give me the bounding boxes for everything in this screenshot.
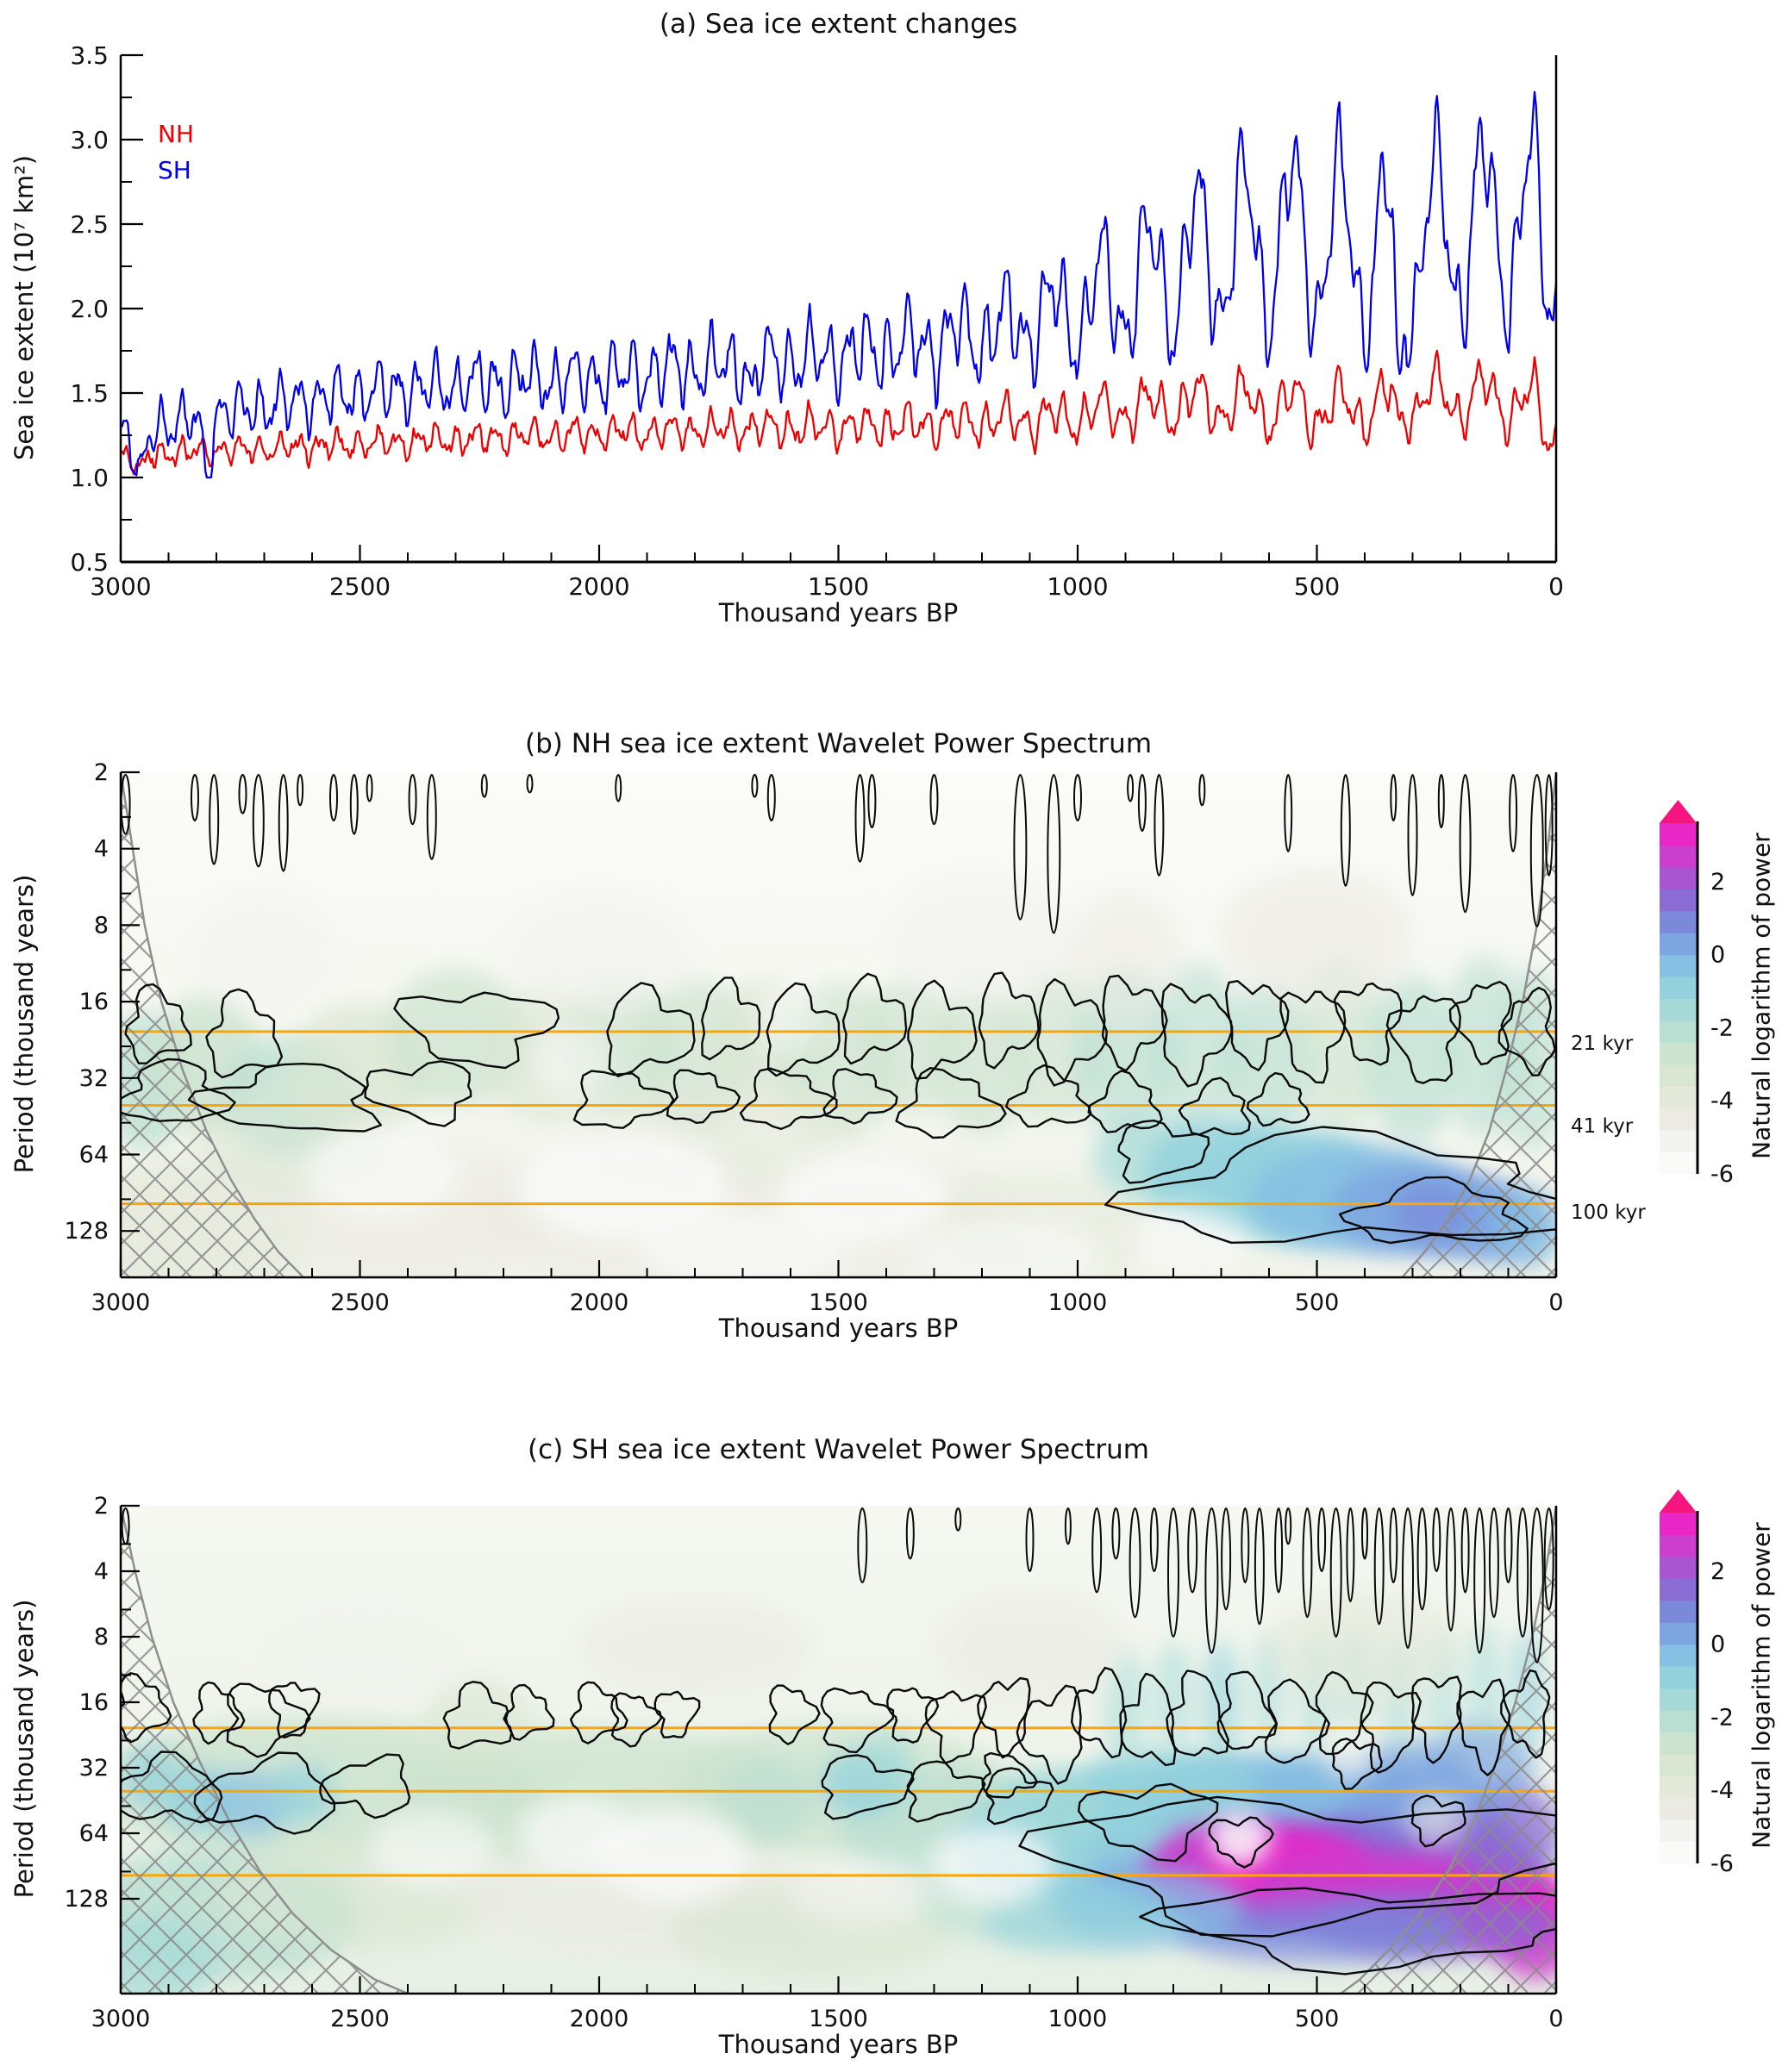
svg-text:2.5: 2.5	[70, 210, 109, 239]
svg-text:2: 2	[1710, 1558, 1725, 1585]
panel-b-ylabel: Period (thousand years)	[9, 874, 39, 1174]
svg-text:1000: 1000	[1048, 2006, 1108, 2032]
svg-text:32: 32	[79, 1065, 109, 1092]
svg-text:0.5: 0.5	[70, 548, 109, 577]
panel-a-ylabel: Sea ice extent (10⁷ km²)	[9, 154, 39, 461]
svg-text:128: 128	[64, 1886, 109, 1913]
panel-b-xlabel: Thousand years BP	[718, 1314, 959, 1343]
svg-text:64: 64	[79, 1820, 109, 1847]
svg-text:2000: 2000	[568, 572, 629, 601]
svg-text:2500: 2500	[330, 1289, 390, 1316]
svg-text:500: 500	[1294, 572, 1340, 601]
svg-text:1500: 1500	[809, 2006, 868, 2032]
svg-text:16: 16	[79, 989, 109, 1015]
svg-text:1000: 1000	[1048, 1289, 1108, 1316]
svg-text:2500: 2500	[330, 2006, 390, 2032]
svg-text:16: 16	[79, 1689, 109, 1716]
ref-label-100kyr: 100 kyr	[1571, 1201, 1646, 1224]
panel-a-title: (a) Sea ice extent changes	[659, 9, 1018, 40]
svg-text:64: 64	[79, 1142, 109, 1169]
panel-c-ylabel: Period (thousand years)	[9, 1599, 39, 1899]
svg-text:2: 2	[1710, 869, 1725, 896]
panel-c-xlabel: Thousand years BP	[718, 2030, 959, 2059]
svg-text:0: 0	[1548, 1289, 1563, 1316]
svg-text:8: 8	[94, 1624, 109, 1651]
svg-text:2000: 2000	[570, 2006, 629, 2032]
svg-text:-2: -2	[1710, 1704, 1734, 1731]
svg-text:0: 0	[1548, 572, 1564, 601]
colorbar-c-label: Natural logarithm of power	[1747, 1522, 1776, 1849]
svg-text:-6: -6	[1710, 1850, 1734, 1877]
svg-text:3.0: 3.0	[70, 126, 109, 154]
svg-text:3000: 3000	[90, 572, 151, 601]
svg-text:2: 2	[94, 759, 109, 786]
ref-label-41kyr: 41 kyr	[1571, 1115, 1634, 1138]
svg-text:4: 4	[94, 1558, 109, 1585]
svg-text:-4: -4	[1710, 1088, 1734, 1114]
svg-text:1500: 1500	[808, 572, 869, 601]
svg-text:0: 0	[1710, 942, 1725, 969]
panel-a-xlabel: Thousand years BP	[718, 598, 959, 627]
svg-text:2000: 2000	[570, 1289, 629, 1316]
svg-text:1000: 1000	[1047, 572, 1108, 601]
svg-text:500: 500	[1295, 2006, 1340, 2032]
colorbar-b-label: Natural logarithm of power	[1747, 833, 1776, 1159]
svg-text:2: 2	[94, 1493, 109, 1520]
svg-text:0: 0	[1710, 1632, 1725, 1658]
svg-text:3000: 3000	[91, 2006, 151, 2032]
svg-text:2.0: 2.0	[70, 295, 109, 323]
svg-text:500: 500	[1295, 1289, 1340, 1316]
legend-sh: SH	[158, 156, 191, 184]
svg-text:-2: -2	[1710, 1014, 1734, 1041]
panel-b-title: (b) NH sea ice extent Wavelet Power Spec…	[524, 728, 1153, 759]
svg-text:32: 32	[79, 1755, 109, 1782]
svg-text:3000: 3000	[91, 1289, 151, 1316]
svg-text:1.0: 1.0	[70, 464, 109, 492]
svg-text:4: 4	[94, 836, 109, 863]
svg-text:0: 0	[1548, 2006, 1563, 2032]
legend-nh: NH	[158, 120, 194, 148]
svg-text:128: 128	[64, 1218, 109, 1245]
svg-text:-6: -6	[1710, 1161, 1734, 1188]
panel-c-title: (c) SH sea ice extent Wavelet Power Spec…	[528, 1434, 1149, 1465]
ref-label-21kyr: 21 kyr	[1571, 1033, 1634, 1055]
svg-text:1500: 1500	[809, 1289, 868, 1316]
svg-text:8: 8	[94, 912, 109, 939]
svg-text:1.5: 1.5	[70, 379, 109, 408]
svg-text:-4: -4	[1710, 1777, 1734, 1804]
svg-text:3.5: 3.5	[70, 41, 109, 70]
svg-text:2500: 2500	[329, 572, 391, 601]
